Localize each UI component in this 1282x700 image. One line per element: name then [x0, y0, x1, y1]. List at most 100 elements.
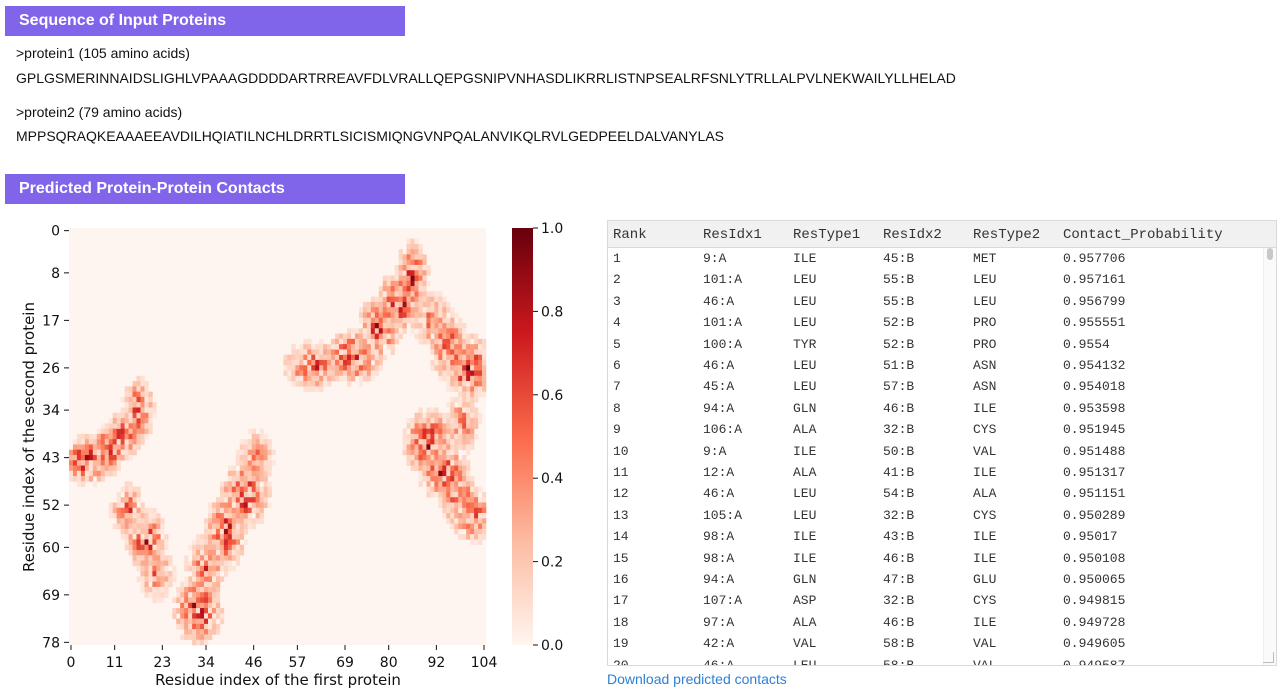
heatmap-cell [470, 507, 475, 514]
heatmap-cell [128, 396, 133, 403]
heatmap-cell [255, 465, 260, 472]
heatmap-cell [378, 291, 384, 297]
heatmap-cell [319, 344, 324, 350]
heatmap-cell [164, 576, 169, 582]
heatmap-cell [446, 402, 451, 408]
heatmap-cell [402, 428, 407, 435]
heatmap-cell [196, 539, 201, 546]
heatmap-cell [136, 428, 141, 435]
heatmap-cell [462, 344, 467, 350]
heatmap-cell [382, 354, 388, 361]
col-rank: Rank [613, 227, 647, 243]
heatmap-cell [263, 486, 268, 493]
heatmap-cell [450, 307, 455, 313]
heatmap-cell [458, 338, 463, 345]
cell-residx1: 94:A [703, 572, 735, 587]
heatmap-cell [386, 328, 391, 334]
heatmap-cell [140, 581, 145, 588]
heatmap-cell [426, 470, 431, 477]
heatmap-cell [418, 460, 423, 466]
heatmap-cell [144, 544, 149, 551]
heatmap-cell [136, 513, 141, 519]
heatmap-cell [243, 481, 249, 487]
heatmap-cell [128, 391, 133, 398]
heatmap-cell [140, 396, 145, 403]
heatmap-cell [454, 338, 459, 345]
heatmap-cell [311, 386, 316, 392]
heatmap-cell [100, 423, 106, 429]
heatmap-cell [156, 528, 161, 535]
heatmap-cell [323, 370, 328, 377]
heatmap-cell [200, 602, 205, 609]
heatmap-cell [442, 449, 447, 456]
heatmap-cell [414, 333, 419, 340]
heatmap-cell [438, 502, 443, 509]
heatmap-cell [116, 465, 121, 472]
heatmap-cell [414, 296, 419, 303]
heatmap-cell [418, 338, 423, 345]
heatmap-cell [235, 560, 241, 567]
heatmap-cell [76, 470, 82, 477]
heatmap-cell [454, 412, 459, 419]
scroll-thumb[interactable] [1267, 248, 1273, 260]
heatmap-cell [307, 386, 312, 392]
heatmap-cell [200, 560, 205, 567]
table-body[interactable]: 1 9:A ILE 45:B MET 0.957706 2 101:A LEU 55:B LEU 0.… [608, 248, 1264, 665]
heatmap-cell [474, 534, 479, 540]
heatmap-cell [148, 571, 153, 577]
heatmap-cell [267, 449, 272, 456]
heatmap-cell [370, 323, 376, 329]
cell-probability: 0.95017 [1063, 529, 1118, 545]
heatmap-cell [124, 449, 129, 456]
heatmap-cell [406, 270, 411, 276]
table-row: 7 45:A LEU 57:B ASN 0.954018 [608, 376, 1264, 397]
heatmap-cell [239, 486, 245, 493]
heatmap-cell [204, 549, 209, 556]
heatmap-cell [148, 576, 153, 582]
heatmap-cell [108, 439, 113, 445]
heatmap-cell [478, 381, 483, 387]
heatmap-cell [458, 518, 463, 524]
heatmap-cell [192, 555, 197, 561]
heatmap-cell [156, 576, 161, 582]
heatmap-cell [148, 592, 153, 598]
contacts-table[interactable]: Rank ResIdx1 ResType1 ResIdx2 ResType2 C… [607, 220, 1277, 666]
table-scrollbar[interactable] [1263, 248, 1276, 665]
heatmap-cell [152, 539, 157, 546]
heatmap-cell [482, 359, 487, 366]
heatmap-cell [144, 586, 149, 593]
heatmap-cell [192, 586, 197, 593]
heatmap-cell [454, 523, 459, 530]
heatmap-cell [124, 386, 129, 392]
heatmap-cell [370, 296, 376, 303]
resize-grip[interactable] [1263, 652, 1274, 663]
heatmap-cell [430, 407, 435, 414]
heatmap-cell [188, 608, 193, 614]
download-contacts-link[interactable]: Download predicted contacts [607, 671, 787, 687]
heatmap-cell [96, 476, 102, 482]
heatmap-cell [331, 354, 336, 361]
heatmap-cell [196, 592, 201, 598]
heatmap-cell [144, 571, 149, 577]
heatmap-cell [470, 523, 475, 530]
heatmap-cell [474, 491, 479, 498]
sequence-section-header: Sequence of Input Proteins [5, 6, 405, 36]
heatmap-cell [80, 481, 86, 487]
heatmap-cell [136, 544, 141, 551]
heatmap-cell [92, 460, 98, 466]
heatmap-cell [410, 317, 415, 324]
heatmap-cell [347, 338, 352, 345]
heatmap-cell [418, 412, 423, 419]
heatmap-cell [243, 539, 249, 546]
heatmap-cell [446, 307, 451, 313]
heatmap-cell [231, 539, 237, 546]
heatmap-cell [454, 381, 459, 387]
heatmap-cell [208, 534, 213, 540]
heatmap-cell [458, 344, 463, 350]
heatmap-cell [482, 344, 487, 350]
cell-restype1: LEU [793, 658, 816, 665]
heatmap-cell [259, 428, 264, 435]
heatmap-cell [243, 502, 249, 509]
heatmap-cell [299, 359, 304, 366]
heatmap-cell [108, 507, 113, 514]
